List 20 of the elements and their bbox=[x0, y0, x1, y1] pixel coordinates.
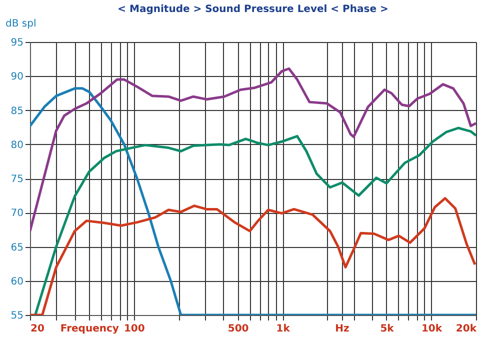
y-tick-label: 75 bbox=[10, 174, 24, 185]
y-axis-title: dB spl bbox=[6, 18, 36, 30]
x-tick-label: Hz bbox=[335, 324, 350, 334]
chart-title: < Magnitude > Sound Pressure Level < Phase > bbox=[118, 4, 388, 15]
y-tick-label: 95 bbox=[10, 38, 24, 48]
x-tick-label: 10k bbox=[421, 324, 442, 334]
x-tick-label: 20k bbox=[456, 324, 477, 334]
x-tick-label: 1k bbox=[276, 324, 290, 334]
y-tick-label: 65 bbox=[10, 242, 24, 254]
x-tick-label: Frequency bbox=[60, 324, 120, 334]
x-tick-label: 100 bbox=[124, 324, 145, 334]
y-tick-label: 80 bbox=[10, 140, 24, 151]
y-tick-label: 60 bbox=[10, 276, 24, 288]
x-tick-label: 5k bbox=[380, 324, 394, 334]
x-tick-label: 20 bbox=[30, 324, 44, 334]
y-tick-label: 85 bbox=[10, 106, 24, 117]
y-tick-label: 70 bbox=[10, 208, 24, 220]
x-tick-label: 500 bbox=[228, 324, 249, 334]
y-tick-label: 55 bbox=[10, 310, 24, 322]
y-tick-label: 90 bbox=[10, 72, 24, 83]
